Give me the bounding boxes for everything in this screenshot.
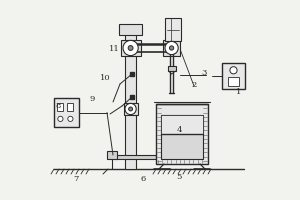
Circle shape: [68, 116, 73, 121]
Bar: [119, 24, 142, 35]
Text: 5: 5: [176, 173, 182, 181]
Text: 8: 8: [55, 102, 61, 110]
Bar: [161, 115, 203, 159]
Circle shape: [129, 107, 133, 111]
Circle shape: [169, 46, 174, 50]
Text: 1: 1: [236, 88, 242, 96]
Text: 9: 9: [89, 95, 95, 103]
Bar: [107, 151, 117, 159]
Bar: [124, 103, 138, 115]
Bar: [57, 103, 63, 111]
Bar: [168, 66, 175, 71]
Circle shape: [230, 67, 237, 74]
Bar: [163, 40, 180, 56]
Circle shape: [123, 40, 138, 56]
Bar: [125, 33, 136, 169]
Text: 11: 11: [109, 45, 119, 53]
Text: 10: 10: [100, 74, 110, 82]
Circle shape: [125, 103, 136, 115]
Text: 2: 2: [191, 81, 196, 89]
Bar: [114, 155, 156, 159]
Text: 6: 6: [140, 175, 146, 183]
Bar: [161, 115, 203, 134]
Text: 4: 4: [176, 126, 182, 134]
Circle shape: [128, 46, 133, 50]
Text: 7: 7: [73, 175, 79, 183]
Text: 3: 3: [201, 69, 207, 77]
Circle shape: [58, 116, 63, 121]
Bar: [156, 104, 208, 164]
Bar: [121, 40, 141, 56]
Bar: [165, 18, 181, 41]
Bar: [54, 98, 79, 127]
Circle shape: [165, 41, 178, 55]
Bar: [228, 77, 239, 86]
Bar: [67, 103, 74, 111]
Bar: [222, 63, 245, 89]
